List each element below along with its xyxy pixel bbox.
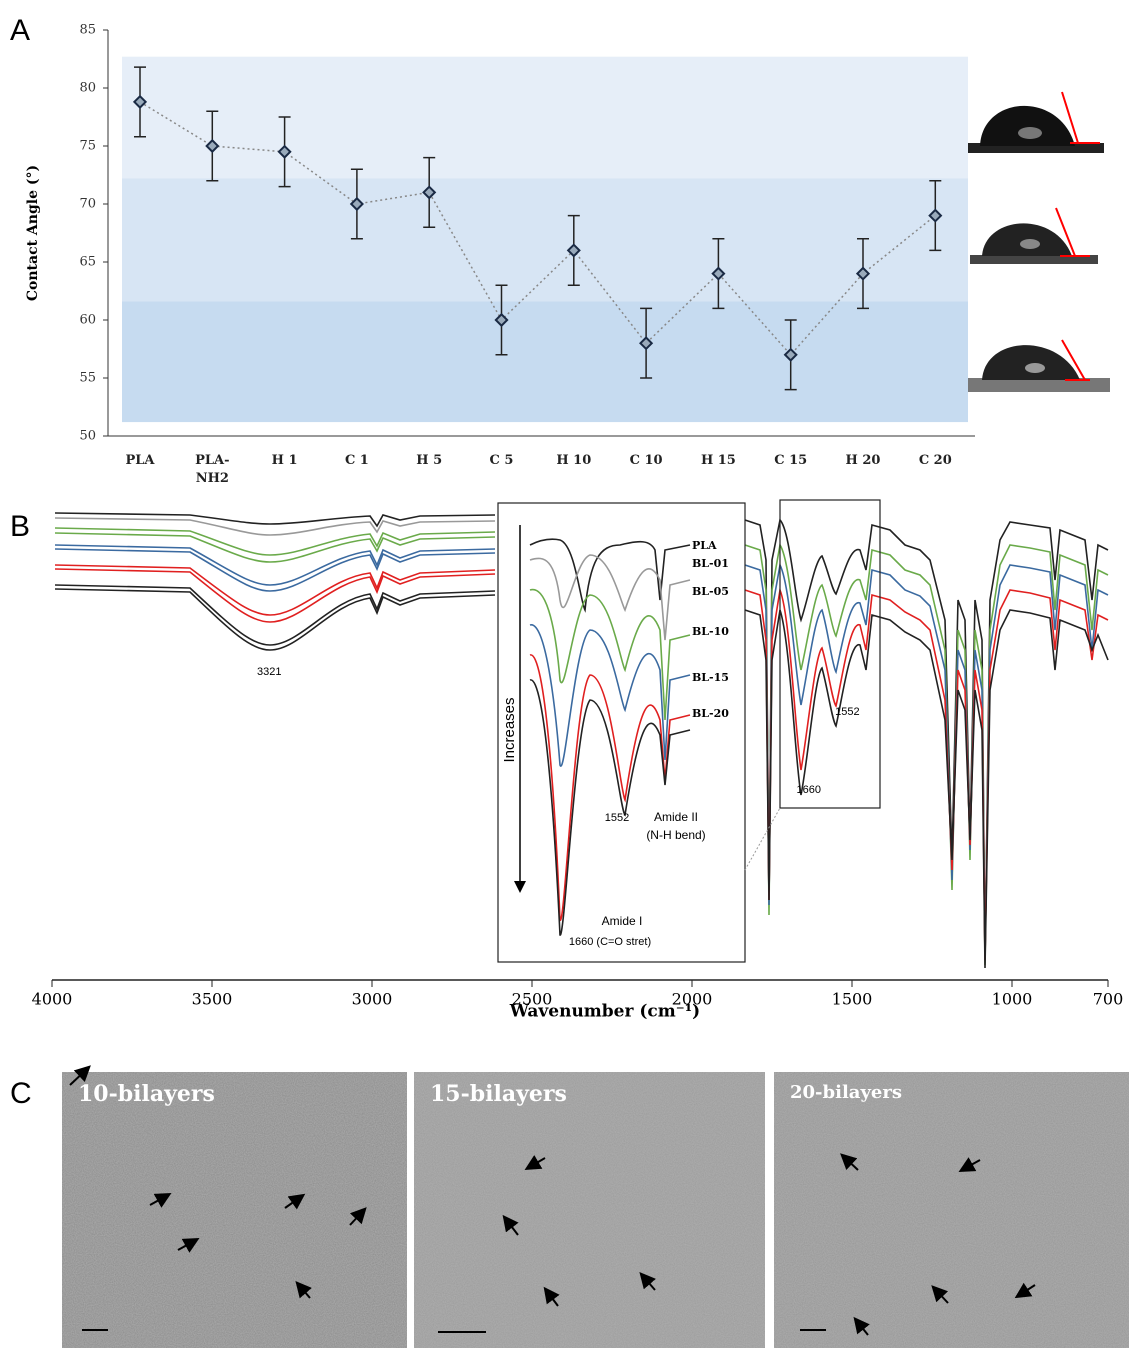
zoom-box — [779, 499, 881, 809]
x-tick-label: 1000 — [992, 990, 1033, 1009]
data-point — [277, 144, 292, 159]
data-point — [422, 185, 437, 200]
peak-label: 1660 — [797, 784, 821, 796]
panel-letter: C — [10, 1077, 32, 1110]
panel-letter: B — [10, 510, 30, 543]
inset-legend: BL-01 — [692, 557, 729, 570]
y-tick-label: 50 — [79, 429, 96, 444]
label-line: H 1 — [272, 453, 298, 468]
inset-legend: PLA — [692, 539, 717, 552]
y-tick-label: 60 — [79, 313, 96, 328]
x-tick-label: 3000 — [352, 990, 393, 1009]
data-point — [783, 347, 798, 362]
y-tick-label: 70 — [79, 197, 96, 212]
inset-box — [497, 502, 746, 963]
label-line: C 5 — [490, 453, 514, 468]
inset-legend: BL-15 — [692, 671, 729, 684]
label-line: NH2 — [196, 471, 229, 486]
x-axis-label: Wavenumber (cm⁻¹) — [509, 1002, 700, 1022]
inset-legend: BL-10 — [692, 625, 729, 638]
x-tick-label: C 10 — [630, 453, 663, 468]
y-axis-label: Contact Angle (°) — [25, 165, 41, 301]
label-line: H 5 — [416, 453, 442, 468]
x-tick-label: H 1 — [272, 453, 298, 468]
x-tick-label: H 20 — [846, 453, 881, 468]
panel-letter: A — [10, 14, 30, 47]
data-point — [928, 208, 943, 223]
image-label: 10-bilayers — [78, 1081, 215, 1107]
image-label: 15-bilayers — [430, 1081, 567, 1107]
label-line: C 10 — [630, 453, 663, 468]
x-tick-label: H 5 — [416, 453, 442, 468]
inset-note: (N-H bend) — [646, 828, 705, 842]
x-tick-label: H 15 — [701, 453, 736, 468]
y-tick-label: 85 — [79, 23, 96, 38]
droplet-images — [968, 91, 1110, 392]
peak-label: 3321 — [257, 666, 281, 678]
inset-note: 1552 — [605, 812, 629, 824]
y-tick-label: 75 — [79, 139, 96, 154]
shade-band — [122, 178, 968, 302]
shade-band — [122, 301, 968, 423]
label-line: C 20 — [919, 453, 952, 468]
x-tick-label: PLA- NH2 — [195, 453, 229, 486]
image-label: 20-bilayers — [790, 1082, 902, 1103]
label-line: C 15 — [774, 453, 807, 468]
inset-note: Increases — [501, 697, 518, 762]
y-tick-label: 80 — [79, 81, 96, 96]
x-tick-label: 2000 — [672, 990, 713, 1009]
y-tick-label: 55 — [79, 371, 96, 386]
data-point — [349, 196, 364, 212]
x-tick-label: H 10 — [556, 453, 591, 468]
label-line: C 1 — [345, 453, 369, 468]
x-tick-label: C 15 — [774, 453, 807, 468]
x-tick-label: 3500 — [192, 990, 233, 1009]
x-tick-label: C 5 — [490, 453, 514, 468]
inset-legend: BL-05 — [692, 585, 729, 598]
x-tick-label: PLA — [125, 453, 155, 468]
label-line: H 20 — [846, 453, 881, 468]
data-point — [205, 138, 220, 154]
y-tick-label: 65 — [79, 255, 96, 270]
connector — [744, 807, 781, 871]
label-line: H 15 — [701, 453, 736, 468]
peak-label: 1552 — [835, 706, 859, 718]
x-tick-label: 1500 — [832, 990, 873, 1009]
label-line: PLA- — [195, 453, 229, 468]
data-point — [711, 266, 726, 281]
x-tick-label: 2500 — [512, 990, 553, 1009]
data-point — [566, 243, 581, 258]
inset-note: 1660 (C=O stret) — [569, 936, 651, 948]
data-point — [855, 266, 871, 281]
x-tick-label: C 1 — [345, 453, 369, 468]
inset-legend: BL-20 — [692, 707, 729, 720]
x-tick-label: 4000 — [32, 990, 73, 1009]
inset-note: Amide I — [602, 914, 643, 928]
label-line: PLA — [125, 453, 155, 468]
data-point — [494, 312, 509, 328]
trend-line — [139, 101, 936, 356]
data-point — [639, 336, 654, 351]
spectra — [54, 512, 1109, 969]
data-point — [132, 94, 148, 109]
x-tick-label: 700 — [1093, 990, 1124, 1009]
inset-note: Amide II — [654, 810, 698, 824]
x-tick-label: C 20 — [919, 453, 952, 468]
shade-band — [122, 56, 968, 179]
label-line: H 10 — [556, 453, 591, 468]
sem-images — [62, 1065, 1129, 1348]
